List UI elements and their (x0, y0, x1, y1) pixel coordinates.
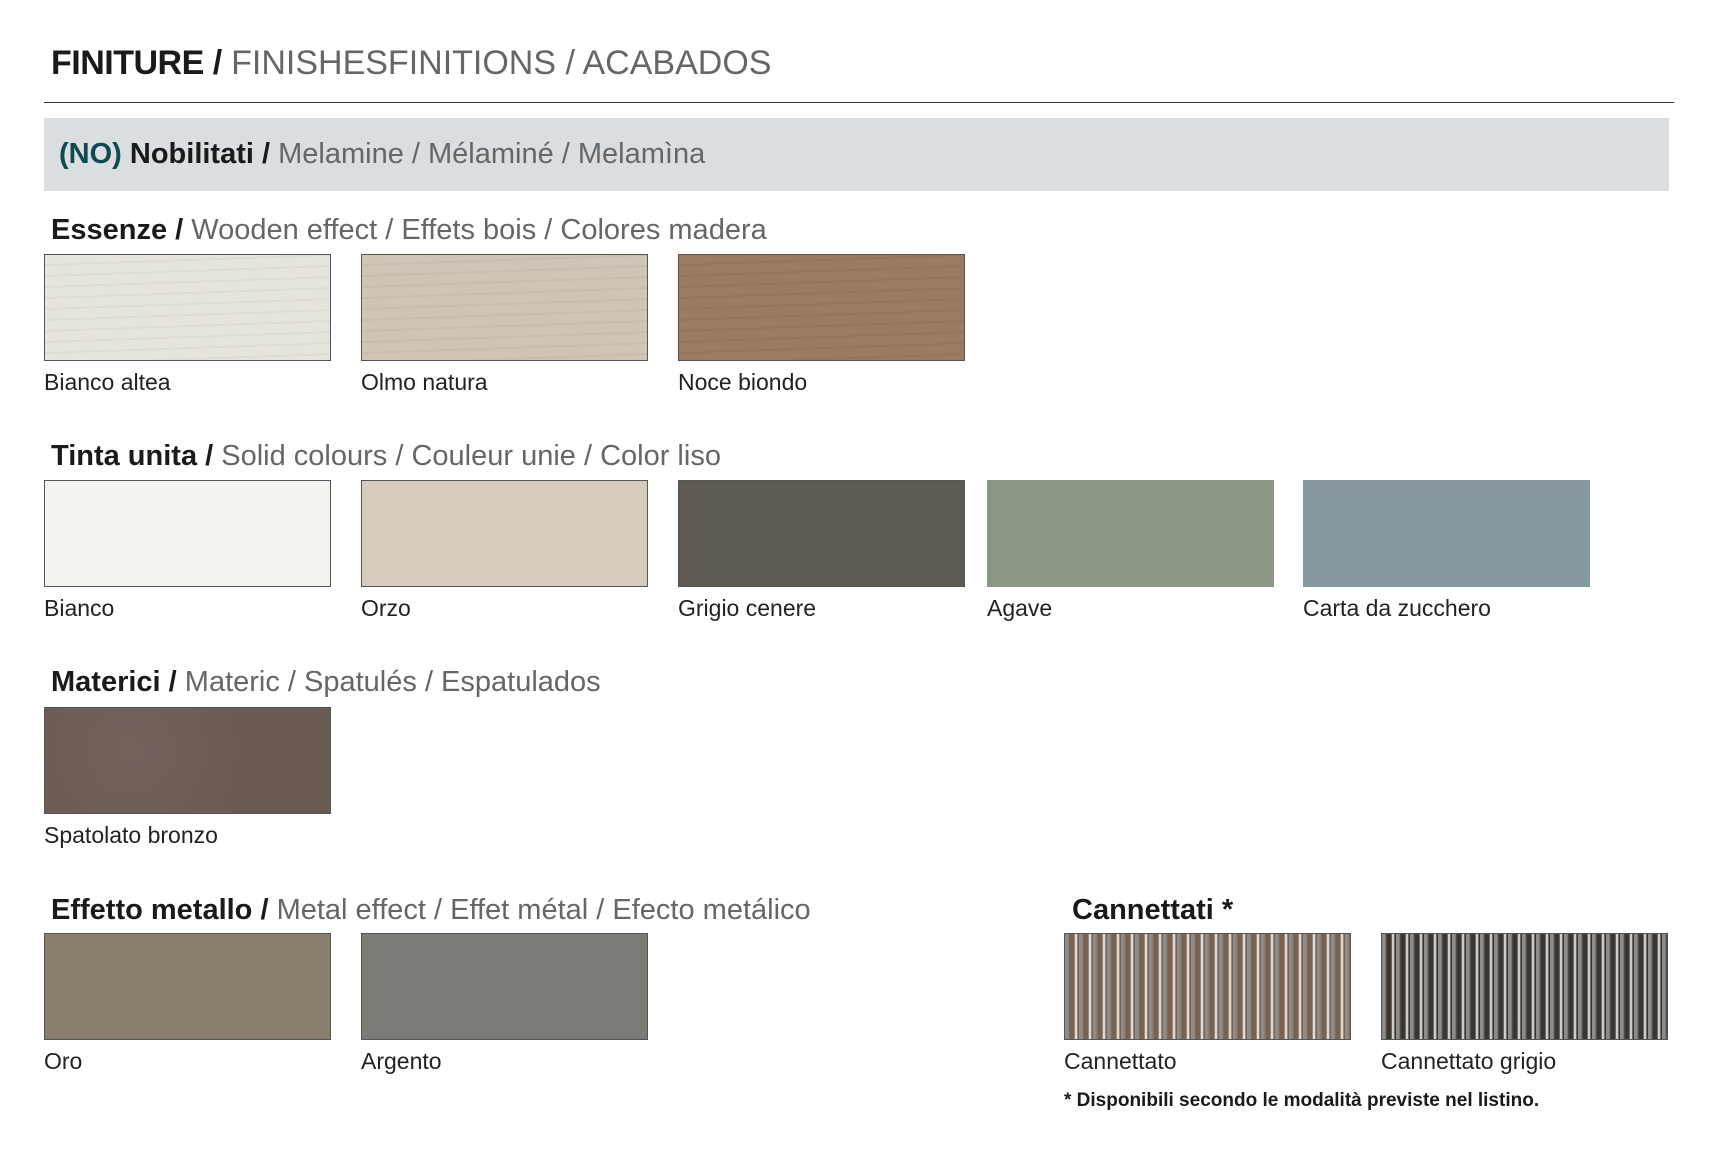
section-heading-cannettati: Cannettati * (1072, 894, 1234, 926)
swatch-label: Grigio cenere (678, 595, 817, 621)
swatch-bianco (44, 480, 331, 587)
section-heading-materici: Materici / Materic / Spatulés / Espatula… (51, 666, 601, 698)
category-title: (NO) Nobilitati / Melamine / Mélaminé / … (59, 138, 706, 170)
footnote: * Disponibili secondo le modalità previs… (1064, 1090, 1540, 1111)
swatch-oro (44, 933, 331, 1040)
divider (44, 102, 1674, 103)
swatch-olmo-natura (361, 254, 648, 361)
swatch-grigio-cenere (678, 480, 965, 587)
swatch-cannettato-grigio (1381, 933, 1668, 1040)
swatch-label: Bianco (44, 595, 115, 621)
swatch-agave (987, 480, 1274, 587)
swatch-label: Argento (361, 1048, 442, 1074)
swatch-orzo (361, 480, 648, 587)
swatch-label: Orzo (361, 595, 411, 621)
swatch-spatolato-bronzo (44, 707, 331, 814)
swatch-bianco-altea (44, 254, 331, 361)
category-band (44, 118, 1669, 191)
swatch-label: Olmo natura (361, 369, 488, 395)
section-heading-effetto-metallo: Effetto metallo / Metal effect / Effet m… (51, 894, 811, 926)
swatch-label: Bianco altea (44, 369, 171, 395)
swatch-label: Spatolato bronzo (44, 822, 218, 848)
section-heading-tinta-unita: Tinta unita / Solid colours / Couleur un… (51, 440, 721, 472)
swatch-noce-biondo (678, 254, 965, 361)
swatch-label: Cannettato (1064, 1048, 1177, 1074)
swatch-carta-da-zucchero (1303, 480, 1590, 587)
swatch-label: Noce biondo (678, 369, 808, 395)
swatch-argento (361, 933, 648, 1040)
page-title: FINITURE / FINISHESFINITIONS / ACABADOS (51, 44, 772, 82)
swatch-label: Cannettato grigio (1381, 1048, 1557, 1074)
swatch-label: Agave (987, 595, 1053, 621)
swatch-label: Carta da zucchero (1303, 595, 1491, 621)
swatch-cannettato (1064, 933, 1351, 1040)
swatch-label: Oro (44, 1048, 83, 1074)
section-heading-essenze: Essenze / Wooden effect / Effets bois / … (51, 214, 767, 246)
